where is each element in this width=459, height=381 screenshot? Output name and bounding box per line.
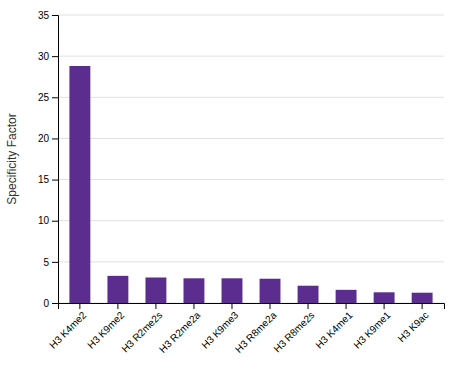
bar — [145, 277, 166, 303]
y-tick-mark — [52, 262, 58, 263]
y-tick: 35 — [38, 10, 58, 21]
y-tick: 30 — [38, 51, 58, 62]
y-tick-mark — [52, 97, 58, 98]
y-tick: 25 — [38, 92, 58, 103]
x-axis: H3 K4me2H3 K9me2H3 R2me2sH3 R2me2aH3 K9m… — [47, 303, 444, 355]
x-tick-mark — [193, 303, 194, 309]
x-tick-mark — [308, 303, 309, 309]
grid-line — [58, 220, 444, 221]
x-tick-mark — [346, 303, 347, 309]
grid — [58, 15, 444, 303]
y-tick-label: 25 — [38, 92, 50, 103]
bar — [69, 66, 90, 303]
y-tick-label: 35 — [38, 10, 50, 21]
bar — [374, 292, 395, 303]
x-tick: H3 K9ac — [396, 303, 431, 344]
x-tick-mark — [422, 303, 423, 309]
y-tick-mark — [52, 303, 58, 304]
y-tick: 0 — [43, 298, 58, 309]
x-tick-mark — [79, 303, 80, 309]
y-tick: 10 — [38, 215, 58, 226]
x-tick-label: H3 K9me1 — [351, 309, 392, 350]
x-tick: H3 K9me2 — [85, 303, 126, 351]
x-tick: H3 R2me2a — [157, 303, 203, 355]
x-tick: H3 K9me3 — [199, 303, 240, 351]
y-tick-mark — [52, 56, 58, 57]
x-tick-mark — [384, 303, 385, 309]
grid-line — [58, 15, 444, 16]
y-tick-mark — [52, 180, 58, 181]
y-tick-label: 30 — [38, 51, 50, 62]
y-tick-mark — [52, 15, 58, 16]
plot: 0 5 10 15 20 25 30 35 H3 K4me2H3 K9me2H3 R2me2sH… — [38, 10, 445, 355]
grid-line — [58, 138, 444, 139]
x-tick: H3 K9me1 — [351, 303, 392, 351]
bar — [183, 278, 204, 303]
bar — [298, 286, 319, 303]
x-tick-mark — [117, 303, 118, 309]
bar — [412, 293, 433, 303]
y-tick-label: 20 — [38, 133, 50, 144]
y-tick-label: 0 — [43, 298, 49, 309]
bar — [260, 279, 281, 303]
y-tick: 20 — [38, 133, 58, 144]
x-tick: H3 K4me1 — [313, 303, 354, 351]
grid-line — [58, 97, 444, 98]
x-tick-mark — [270, 303, 271, 309]
y-axis-line — [52, 16, 59, 304]
bars — [69, 66, 432, 303]
x-tick: H3 R8me2s — [271, 303, 316, 354]
y-tick-mark — [52, 221, 58, 222]
x-tick-label: H3 K4me2 — [47, 309, 88, 350]
y-tick: 15 — [38, 174, 58, 185]
bar — [107, 276, 128, 303]
grid-line — [58, 179, 444, 180]
x-tick-label: H3 R2me2a — [157, 309, 203, 355]
x-tick: H3 K4me2 — [47, 303, 88, 351]
y-tick-label: 5 — [43, 257, 49, 268]
y-axis: 0 5 10 15 20 25 30 35 — [38, 10, 59, 309]
x-tick-label: H3 K9ac — [396, 309, 431, 344]
y-tick-label: 10 — [38, 215, 50, 226]
x-axis-line — [59, 304, 445, 310]
grid-line — [58, 56, 444, 57]
y-tick: 5 — [43, 257, 58, 268]
y-tick-mark — [52, 138, 58, 139]
x-tick-mark — [155, 303, 156, 309]
bar — [336, 290, 357, 303]
bar — [222, 278, 243, 303]
x-tick-label: H3 K4me1 — [313, 309, 354, 350]
x-tick-label: H3 R8me2s — [271, 309, 316, 354]
grid-line — [58, 261, 444, 262]
y-tick-label: 15 — [38, 174, 50, 185]
y-axis-title: Specificity Factor — [5, 113, 19, 204]
x-tick-mark — [231, 303, 232, 309]
chart: 0 5 10 15 20 25 30 35 H3 K4me2H3 K9me2H3 R2me2sH… — [0, 0, 459, 381]
